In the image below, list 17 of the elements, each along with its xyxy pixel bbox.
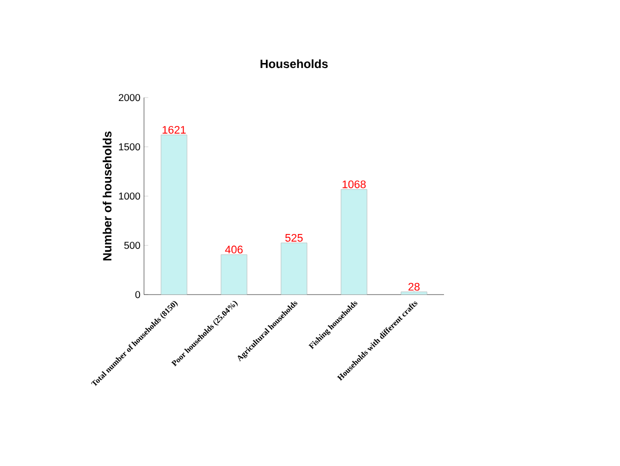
y-tick-label: 500: [124, 242, 140, 249]
data-label: 1621: [162, 126, 186, 134]
bar: [340, 189, 368, 295]
y-tick-label: 1000: [119, 192, 140, 200]
y-tick-label: 2000: [118, 94, 140, 102]
bar: [400, 292, 428, 295]
chart-title: Households: [260, 59, 328, 68]
y-axis-title: Number of households: [102, 132, 112, 260]
bar: [160, 134, 188, 295]
y-tick-label: 1500: [119, 143, 140, 150]
bar: [220, 254, 248, 295]
data-label: 28: [408, 282, 420, 291]
data-label: 406: [225, 246, 243, 254]
y-tick-label: 0: [135, 291, 140, 298]
bar: [280, 242, 308, 295]
data-label: 525: [285, 234, 303, 242]
data-label: 1068: [342, 180, 366, 188]
